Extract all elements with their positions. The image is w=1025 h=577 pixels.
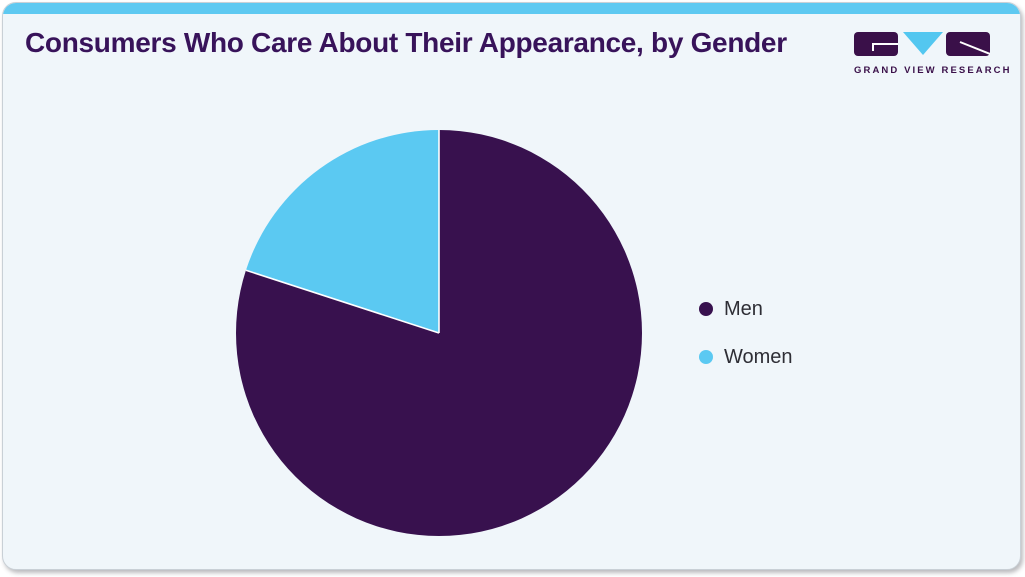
legend-label: Men (724, 298, 763, 320)
pie-chart (236, 130, 643, 536)
logo-g-block-icon (854, 32, 898, 56)
legend-swatch-icon (699, 302, 713, 316)
brand-logo: GRAND VIEW RESEARCH (854, 32, 1012, 76)
legend-item-women: Women (699, 346, 793, 368)
accent-bar (3, 3, 1020, 14)
logo-g-glyph-tick (872, 43, 874, 51)
logo-marks (854, 32, 996, 56)
logo-g-glyph (872, 43, 898, 45)
legend-label: Women (724, 346, 793, 368)
chart-card: Consumers Who Care About Their Appearanc… (2, 2, 1021, 570)
logo-v-triangle-icon (903, 32, 943, 55)
page-title: Consumers Who Care About Their Appearanc… (25, 27, 787, 58)
pie-slice-separator (245, 269, 440, 334)
logo-r-glyph (959, 41, 991, 55)
legend-item-men: Men (699, 298, 793, 320)
legend: Men Women (699, 298, 793, 368)
brand-name: GRAND VIEW RESEARCH (854, 65, 1012, 76)
logo-r-block-icon (946, 32, 991, 56)
pie-slice-women (245, 130, 439, 333)
legend-swatch-icon (699, 350, 713, 364)
